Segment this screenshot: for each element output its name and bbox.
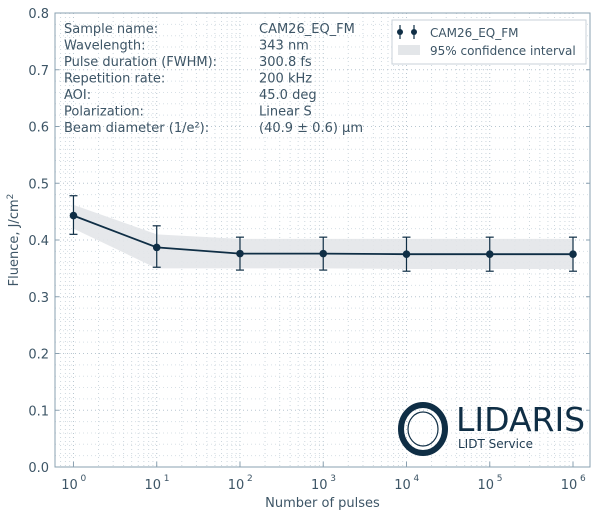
y-tick-label: 0.7 xyxy=(28,64,49,79)
logo-inner-ring-icon xyxy=(407,411,439,447)
legend-series-label: CAM26_EQ_FM xyxy=(430,26,519,40)
x-tick-label: 10 xyxy=(561,478,578,493)
data-point xyxy=(152,243,161,252)
x-tick-label: 10 xyxy=(228,478,245,493)
y-tick-label: 0.5 xyxy=(28,177,49,192)
data-point xyxy=(569,250,577,258)
info-value: 200 kHz xyxy=(259,72,312,87)
info-value: CAM26_EQ_FM xyxy=(259,22,355,37)
x-tick-label: 10 xyxy=(394,478,411,493)
y-axis-label: Fluence, J/cm2 xyxy=(6,194,22,287)
legend-marker-icon xyxy=(411,29,417,35)
x-tick-exponent: 0 xyxy=(80,474,86,484)
x-tick-exponent: 2 xyxy=(247,474,253,484)
y-tick-label: 0.2 xyxy=(28,348,49,363)
info-label: Wavelength: xyxy=(64,39,146,54)
info-label: Pulse duration (FWHM): xyxy=(64,55,217,70)
logo-tagline: LIDT Service xyxy=(458,437,533,451)
info-label: AOI: xyxy=(64,88,91,103)
legend-box xyxy=(391,19,587,65)
data-point xyxy=(236,249,244,258)
info-label: Sample name: xyxy=(64,22,158,37)
confidence-band xyxy=(73,204,574,269)
info-label: Beam diameter (1/e²): xyxy=(64,121,209,136)
x-tick-exponent: 5 xyxy=(497,474,503,484)
y-tick-label: 0.8 xyxy=(28,7,49,22)
legend-band-label: 95% confidence interval xyxy=(430,44,576,58)
y-tick-label: 0.1 xyxy=(28,404,49,419)
x-tick-label: 10 xyxy=(311,478,328,493)
y-tick-label: 0.4 xyxy=(28,234,49,249)
data-point xyxy=(402,250,411,258)
data-point xyxy=(69,211,78,220)
info-value: (40.9 ± 0.6) µm xyxy=(259,121,363,136)
y-tick-label: 0.0 xyxy=(28,461,49,476)
data-point xyxy=(485,250,494,258)
x-axis-label: Number of pulses xyxy=(265,496,380,511)
info-value: 45.0 deg xyxy=(259,88,317,103)
info-value: 300.8 fs xyxy=(259,55,312,70)
legend-band-icon xyxy=(398,45,420,55)
x-tick-label: 10 xyxy=(477,478,494,493)
info-value: 343 nm xyxy=(259,39,309,54)
x-tick-label: 10 xyxy=(61,478,78,493)
x-tick-exponent: 6 xyxy=(580,474,586,484)
y-tick-label: 0.3 xyxy=(28,291,49,306)
legend-marker-icon xyxy=(397,29,403,35)
x-tick-label: 10 xyxy=(144,478,161,493)
x-tick-exponent: 3 xyxy=(330,474,336,484)
info-label: Repetition rate: xyxy=(64,72,165,87)
data-point xyxy=(319,249,328,258)
info-label: Polarization: xyxy=(64,105,144,120)
y-tick-label: 0.6 xyxy=(28,121,49,136)
logo-ring-icon xyxy=(398,402,448,456)
x-tick-exponent: 1 xyxy=(164,474,170,484)
info-value: Linear S xyxy=(259,105,312,120)
x-tick-exponent: 4 xyxy=(413,474,419,484)
logo-name: LIDARIS xyxy=(456,400,585,439)
